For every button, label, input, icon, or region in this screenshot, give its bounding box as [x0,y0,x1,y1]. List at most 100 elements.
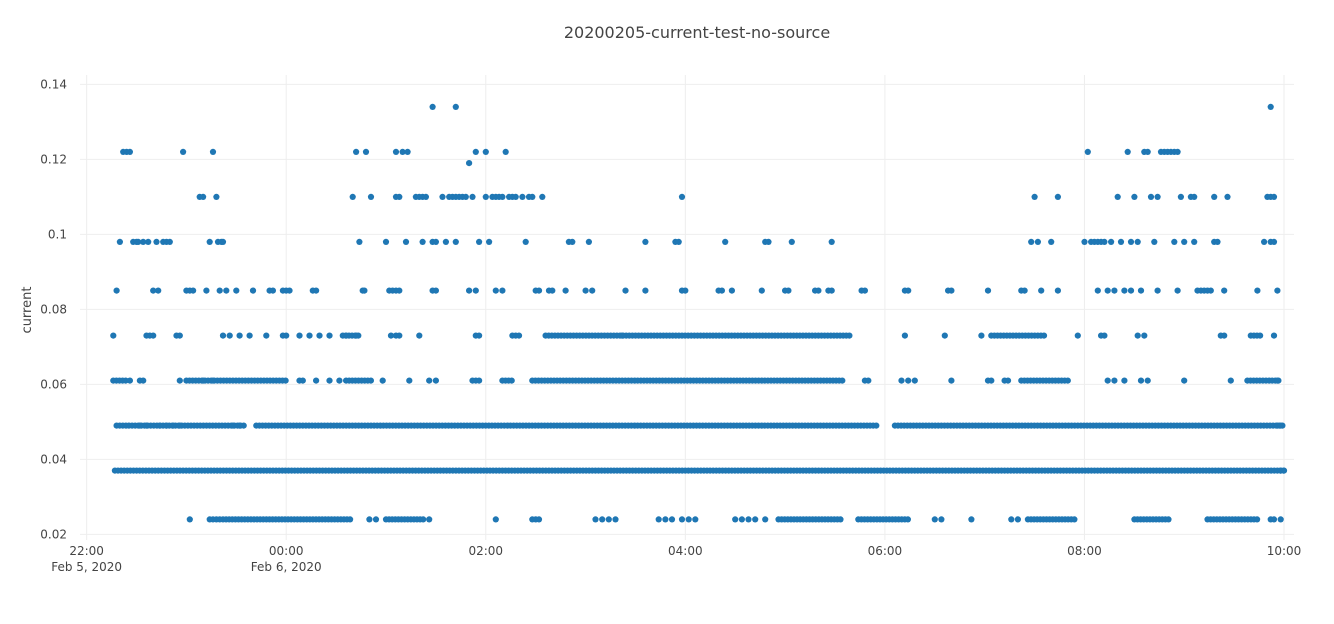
data-point [1274,377,1281,384]
data-point [1038,287,1045,294]
data-point [1127,238,1135,245]
data-point [466,160,473,167]
data-point [1104,287,1111,294]
data-point [549,287,556,294]
data-point [745,516,752,523]
data-point [1021,287,1028,294]
data-point [203,287,210,294]
data-point [758,287,765,294]
data-point [905,377,912,384]
data-point [1131,193,1138,200]
data-point [462,193,469,200]
chart-title: 20200205-current-test-no-source [564,23,830,42]
data-point [728,287,736,294]
data-point [1064,377,1071,384]
y-tick-label: 0.12 [40,152,67,166]
y-tick-label: 0.02 [40,527,67,541]
x-tick-label: 02:00 [468,544,503,558]
data-point [283,332,290,339]
data-point [420,516,427,523]
data-point [1277,516,1284,523]
data-point [396,287,403,294]
data-point [382,238,390,245]
data-point [326,332,333,339]
data-point [1114,193,1121,200]
data-point [1221,287,1228,294]
data-point [1207,287,1214,294]
data-point [1174,148,1181,155]
data-point [1048,238,1055,245]
data-point [223,287,230,294]
data-point [692,516,699,523]
data-point [1151,238,1158,245]
data-point [1108,238,1115,245]
data-point [1227,377,1234,384]
data-point [1214,238,1221,245]
data-point [426,377,433,384]
data-point [1137,377,1145,384]
data-point [1224,193,1231,200]
x-tick-label: 08:00 [1067,544,1102,558]
data-point [299,377,306,384]
data-point [873,422,880,429]
y-tick-label: 0.1 [48,227,67,241]
y-tick-label: 0.06 [40,377,67,391]
data-point [837,516,844,523]
data-point [682,287,689,294]
x-tick-label: 10:00 [1267,544,1302,558]
data-point [1221,332,1228,339]
data-point [1144,377,1151,384]
data-point [1121,377,1128,384]
data-point [476,377,483,384]
data-point [316,332,323,339]
data-point [140,238,147,245]
data-point [1004,377,1012,384]
data-point [1154,193,1161,200]
data-point [1081,238,1088,245]
data-point [911,377,918,384]
data-point [948,377,955,384]
data-point [396,193,403,200]
data-point [1071,516,1078,523]
data-point [828,287,835,294]
data-point [216,516,223,523]
data-point [1171,238,1178,245]
x-tick-label: 00:00 [269,544,304,558]
data-point [815,287,822,294]
data-point [163,422,170,429]
data-point [216,287,223,294]
data-point [116,238,123,245]
data-point [529,193,536,200]
data-point [519,193,526,200]
data-point [402,238,410,245]
data-point [846,332,853,339]
data-point [1014,516,1022,523]
data-point [788,238,795,245]
data-point [1270,193,1278,200]
data-point [404,148,411,155]
data-point [150,332,157,339]
data-point [406,377,413,384]
data-point [828,238,835,245]
data-point [236,422,243,429]
data-point [605,516,612,523]
data-point [539,193,546,200]
data-point [522,238,529,245]
data-point [110,332,117,339]
data-point [469,193,476,200]
data-point [387,332,395,339]
data-point [353,148,360,155]
data-point [988,377,995,384]
data-point [1277,422,1284,429]
data-point [515,332,523,339]
y-tick-label: 0.14 [40,77,67,91]
data-point [236,332,243,339]
data-point [466,287,473,294]
data-point [1191,238,1198,245]
data-point [718,287,726,294]
data-point [422,193,429,200]
data-point [1008,516,1015,523]
data-point [1127,287,1135,294]
data-point [1154,287,1161,294]
grid-lines [80,75,1294,540]
